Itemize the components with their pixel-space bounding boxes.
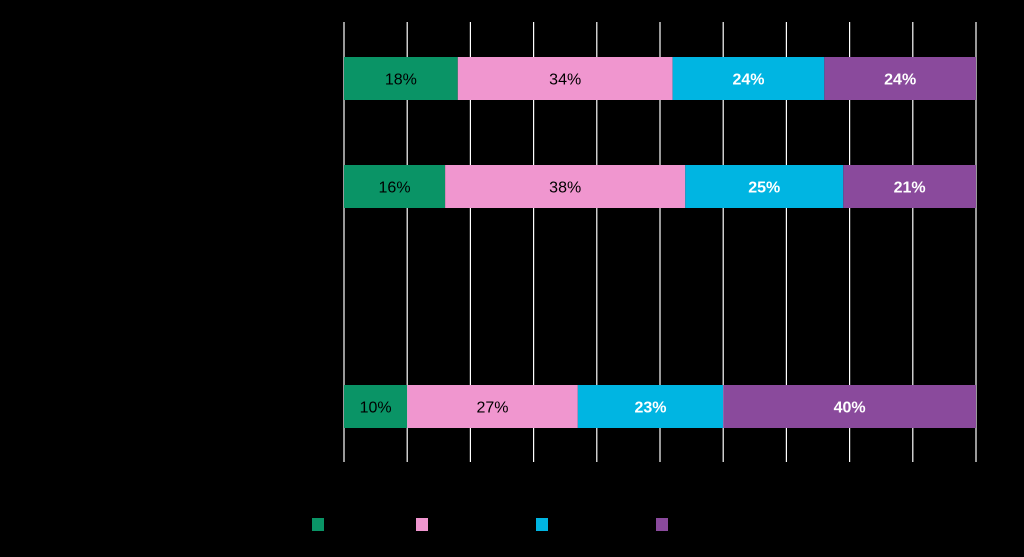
legend-swatch [416,518,428,531]
data-label: 34% [549,72,581,89]
data-label: 18% [385,72,417,89]
legend-swatch [656,518,668,531]
bar-segment [407,385,578,428]
bar-segment [685,165,844,208]
data-label: 40% [834,400,866,417]
data-label: 21% [894,180,926,197]
bar-segment [344,57,458,100]
data-label: 16% [379,180,411,197]
bar-segment [344,385,408,428]
data-label: 24% [732,72,764,89]
bar-segment [457,57,673,100]
data-label: 25% [748,180,780,197]
legend-swatch [536,518,548,531]
data-label: 10% [360,400,392,417]
data-label: 23% [635,400,667,417]
legend-swatch [312,518,324,531]
bar-segment [723,385,976,428]
bar-segment [672,57,825,100]
data-label: 38% [549,180,581,197]
bar-segment [445,165,686,208]
bar-segment [344,165,446,208]
bar-segments [344,57,976,428]
data-label: 27% [477,400,509,417]
bar-segment [577,385,724,428]
legend [312,518,668,531]
data-label: 24% [884,72,916,89]
bar-segment [843,165,976,208]
bar-segment [824,57,976,100]
data-labels: 18% 34% 24% 24% 16% 38% 25% 21% 10% 27% 23% 40% [360,72,926,417]
